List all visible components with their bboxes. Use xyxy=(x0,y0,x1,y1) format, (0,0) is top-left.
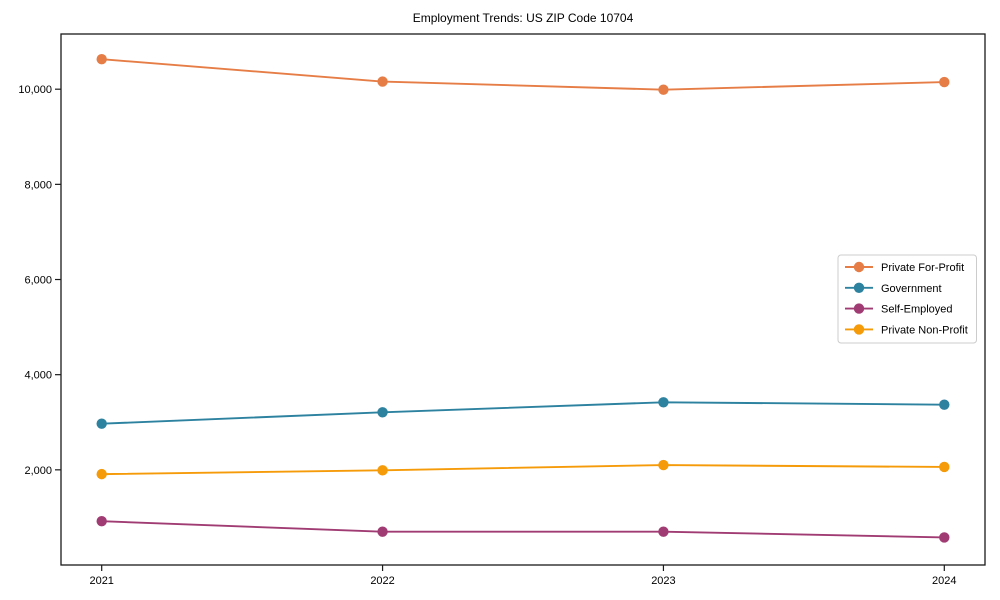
legend-label: Government xyxy=(881,283,942,295)
data-point-marker xyxy=(658,397,669,408)
data-point-marker xyxy=(96,516,107,527)
series-line-private-for-profit xyxy=(100,58,946,91)
data-point-marker xyxy=(939,76,950,88)
x-tick-label: 2022 xyxy=(370,575,394,587)
legend-label: Self-Employed xyxy=(881,304,953,316)
legend-item: Private Non-Profit xyxy=(845,324,968,336)
data-point-marker xyxy=(939,461,950,473)
x-tick-label: 2023 xyxy=(651,575,675,587)
y-tick-label: 6,000 xyxy=(24,275,52,287)
data-point-marker xyxy=(377,76,388,87)
y-tick-label: 4,000 xyxy=(24,370,52,382)
data-point-marker xyxy=(377,526,388,537)
y-tick-label: 8,000 xyxy=(24,179,52,191)
legend: Private For-Profit Government Self-Employe… xyxy=(837,254,977,344)
chart-title: Employment Trends: US ZIP Code 10704 xyxy=(412,11,634,25)
data-point-marker xyxy=(96,54,107,65)
series-line-self-employed xyxy=(100,520,946,539)
legend-label: Private Non-Profit xyxy=(881,324,968,336)
legend-marker-dot xyxy=(853,282,865,293)
data-point-marker xyxy=(377,407,388,418)
legend-marker-dot xyxy=(853,303,865,314)
legend-item: Self-Employed xyxy=(845,303,953,316)
legend-marker-dot xyxy=(853,324,865,335)
legend-label: Private For-Profit xyxy=(881,262,964,274)
data-point-marker xyxy=(96,418,107,429)
data-point-marker xyxy=(658,526,669,537)
legend-marker-dot xyxy=(853,261,865,273)
series-line-government xyxy=(100,401,946,425)
series-line-private-non-profit xyxy=(100,464,946,476)
data-point-marker xyxy=(658,84,669,95)
x-tick-label: 2024 xyxy=(932,575,956,587)
y-tick-label: 2,000 xyxy=(24,465,52,477)
legend-item: Government xyxy=(845,282,942,295)
data-point-marker xyxy=(658,459,669,471)
x-tick-label: 2021 xyxy=(89,575,113,587)
y-tick-label: 10,000 xyxy=(18,84,52,96)
data-point-marker xyxy=(939,399,950,410)
plot-border xyxy=(60,33,986,566)
legend-item: Private For-Profit xyxy=(845,261,964,274)
data-point-marker xyxy=(377,465,388,476)
data-point-marker xyxy=(939,532,950,543)
data-point-marker xyxy=(96,468,107,480)
legend-box xyxy=(837,254,977,344)
